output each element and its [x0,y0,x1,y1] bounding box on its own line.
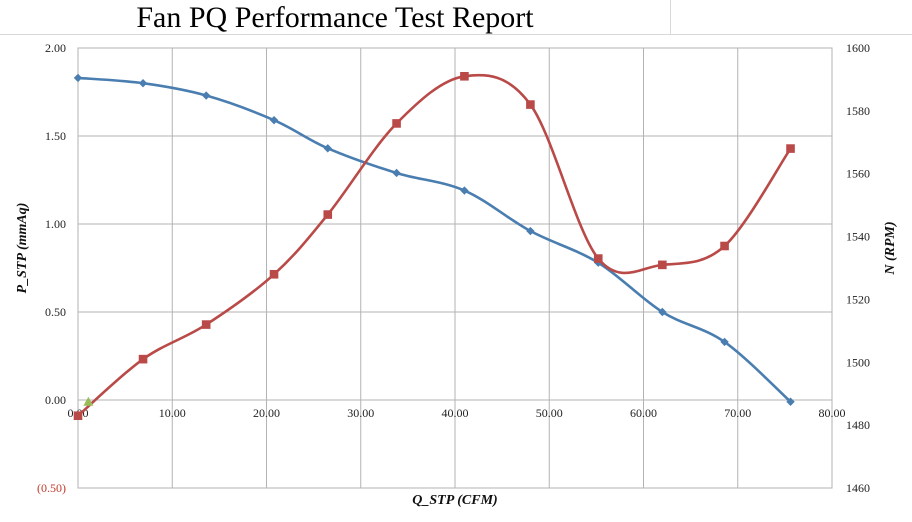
y2-axis-title: N (RPM) [883,221,898,275]
y2-tick-label: 1480 [846,418,870,432]
x-tick-label: 80.00 [819,406,846,420]
tick-layer: 0.00 10.00 20.00 30.00 40.00 50.00 60.00 70.00 8… [37,41,870,495]
square-point [593,254,603,263]
diamond-point [658,307,667,317]
square-point [658,260,667,270]
square-point [392,119,401,128]
diamond-point [786,397,795,406]
diamond-point [392,168,401,178]
y-tick-label: (0.50) [37,481,66,495]
square-point [786,144,795,153]
y2-tick-label: 1540 [846,230,870,244]
diamond-point [138,79,148,88]
x-tick-label: 50.00 [536,406,563,420]
header-divider-vertical [670,0,671,34]
y2-tick-label: 1580 [846,104,870,118]
diamond-point [323,144,332,153]
chart-title: Fan PQ Performance Test Report [136,1,534,34]
x-tick-label: 70.00 [724,406,751,420]
square-point [73,411,83,421]
y2-tick-label: 1500 [846,355,870,369]
x-tick-label: 30.00 [347,406,374,420]
diamond-point [460,186,469,195]
y-axis-title: P_STP (mmAq) [15,203,30,294]
series-line-1 [77,73,792,417]
square-point [269,269,279,279]
series-line-0 [77,76,792,403]
grid-layer [77,47,833,489]
x-tick-label: 60.00 [630,406,657,420]
y-tick-label: 0.50 [45,305,66,319]
y-tick-label: 1.50 [45,129,66,143]
y2-tick-label: 1460 [846,481,870,495]
square-point [138,354,148,364]
square-point [720,241,729,251]
diamond-point [201,91,211,100]
diamond-point [269,115,279,125]
y-tick-label: 0.00 [45,393,66,407]
diamond-point [73,73,83,83]
x-tick-label: 20.00 [253,406,280,420]
square-point [460,71,469,81]
diamond-point [526,226,535,236]
header-divider-horizontal [0,34,912,35]
y2-tick-label: 1520 [846,292,870,306]
square-point [526,100,535,109]
y-tick-label: 2.00 [45,41,66,55]
x-tick-label: 10.00 [159,406,186,420]
y2-tick-label: 1600 [846,41,870,55]
y-tick-label: 1.00 [45,217,66,231]
diamond-point [720,337,729,347]
plot-border [77,47,833,489]
y2-tick-label: 1560 [846,167,870,181]
triangle-point [83,396,94,406]
x-tick-label: 40.00 [442,406,469,420]
square-point [323,210,333,219]
series-layer [73,71,795,421]
x-axis-title: Q_STP (CFM) [412,493,497,508]
square-point [201,320,211,329]
